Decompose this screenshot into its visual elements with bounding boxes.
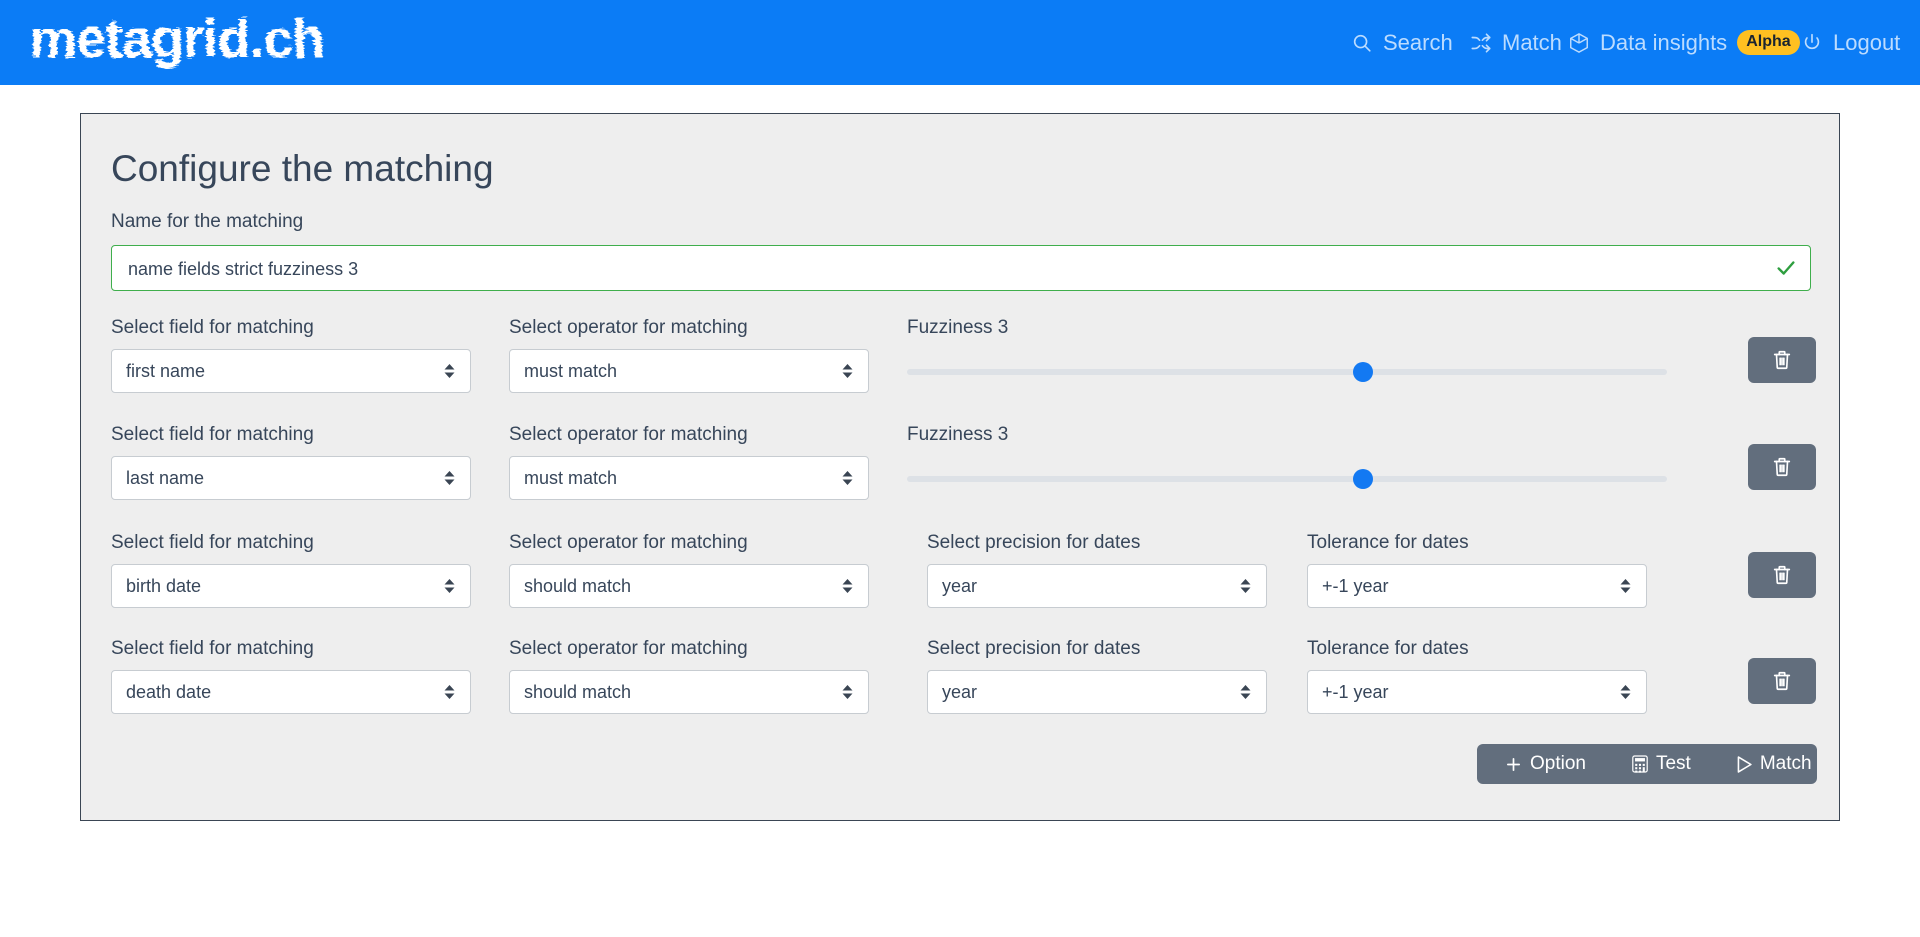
svg-text:metagrid.ch: metagrid.ch — [28, 12, 323, 68]
